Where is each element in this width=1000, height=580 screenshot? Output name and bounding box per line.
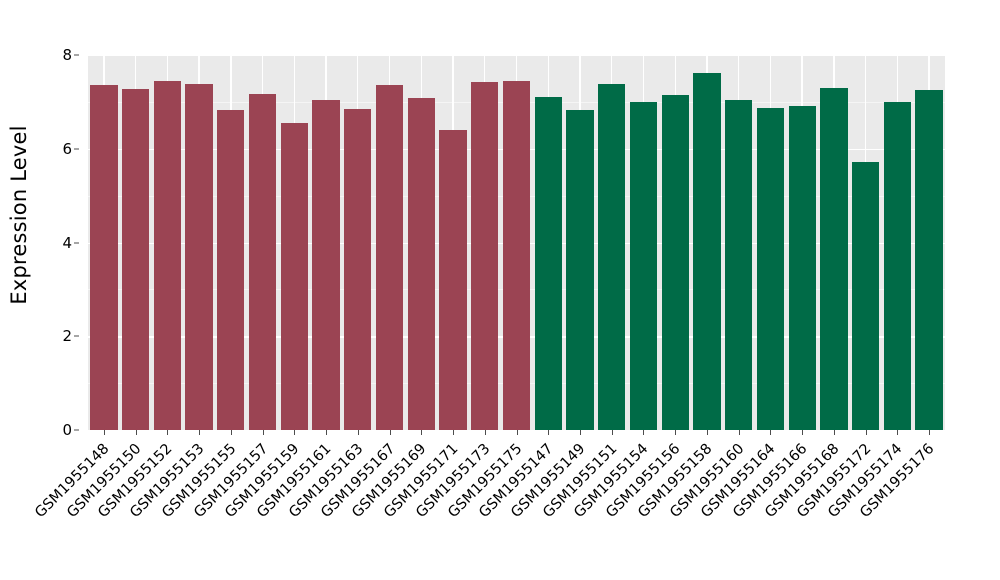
bar: [407, 98, 435, 430]
bar: [217, 109, 245, 430]
x-tick-mark: [199, 430, 201, 435]
x-tick-mark: [770, 430, 772, 435]
x-tick-mark: [929, 430, 931, 435]
y-tick-label: 2: [62, 327, 72, 346]
bar: [90, 85, 118, 430]
y-tick-label: 8: [62, 46, 72, 64]
x-tick-mark: [453, 430, 455, 435]
x-tick-mark: [579, 430, 581, 435]
y-axis-tick-labels: 0 2 4 6 8: [42, 0, 80, 580]
bar: [629, 102, 658, 430]
bar: [693, 72, 721, 430]
bar: [661, 95, 689, 430]
x-tick-mark: [262, 430, 264, 435]
x-tick-mark: [484, 430, 486, 435]
bar: [439, 130, 467, 430]
x-tick-mark: [135, 430, 137, 435]
x-tick-mark: [230, 430, 232, 435]
bar: [471, 81, 499, 430]
bar: [756, 107, 785, 430]
bar: [185, 84, 213, 430]
y-tick-mark: [74, 429, 79, 431]
y-tick-mark: [74, 54, 79, 56]
bar: [248, 94, 277, 430]
y-tick-mark: [74, 335, 79, 337]
x-axis-tick-marks: [88, 430, 945, 436]
y-tick-mark: [74, 148, 79, 150]
x-tick-mark: [421, 430, 423, 435]
x-tick-mark: [611, 430, 613, 435]
x-tick-mark: [643, 430, 645, 435]
bar: [725, 100, 753, 430]
x-tick-mark: [294, 430, 296, 435]
x-tick-mark: [548, 430, 550, 435]
bar: [788, 105, 816, 430]
bar: [598, 83, 626, 430]
plot-panel: [88, 55, 945, 430]
bar: [915, 90, 943, 430]
x-axis-tick-labels: GSM1955148 GSM1955150 GSM1955152 GSM1955153…: [32, 438, 945, 578]
x-tick-mark: [103, 430, 105, 435]
bar: [820, 88, 848, 430]
bar: [280, 122, 308, 430]
x-tick-mark: [802, 430, 804, 435]
bar: [312, 100, 340, 430]
bar: [153, 81, 181, 430]
x-tick-mark: [833, 430, 835, 435]
x-tick-mark: [516, 430, 518, 435]
bar: [121, 88, 150, 430]
bar: [375, 84, 404, 430]
x-tick-mark: [357, 430, 359, 435]
x-tick-mark: [897, 430, 899, 435]
bar: [502, 81, 531, 430]
y-tick-label: 6: [62, 139, 72, 158]
y-tick-mark: [74, 242, 79, 243]
bar: [851, 162, 880, 430]
bar: [344, 109, 372, 430]
bar: [566, 109, 594, 430]
x-tick-mark: [675, 430, 677, 435]
bar: [534, 96, 562, 430]
bar: [883, 102, 912, 430]
x-tick-mark: [326, 430, 328, 435]
x-tick-mark: [738, 430, 740, 435]
y-tick-label: 4: [62, 233, 72, 252]
x-tick-mark: [706, 430, 708, 435]
y-axis-title: Expression Level: [7, 125, 31, 305]
x-tick-mark: [865, 430, 867, 435]
y-tick-label: 0: [62, 421, 72, 439]
x-tick-mark: [389, 430, 391, 435]
x-tick-mark: [167, 430, 169, 435]
